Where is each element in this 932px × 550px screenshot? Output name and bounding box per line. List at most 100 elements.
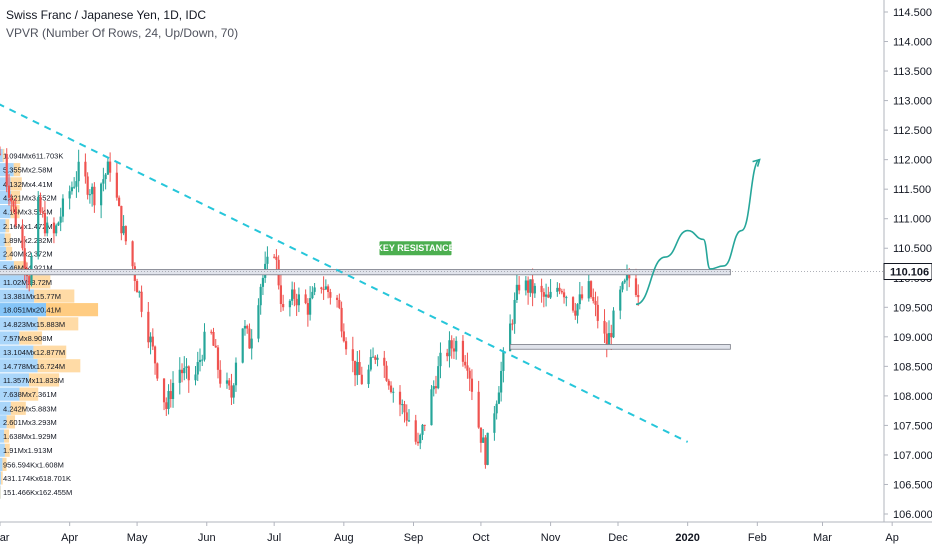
candle-body (621, 282, 624, 290)
candle-body (169, 391, 172, 400)
candle-body (212, 331, 215, 346)
candle-body (259, 286, 262, 306)
candle-body (542, 292, 545, 297)
candle-body (371, 356, 375, 358)
y-tick-label: 107.500 (893, 420, 932, 432)
candle-body (414, 420, 417, 442)
candle-body (385, 365, 388, 381)
candle-body (486, 432, 489, 465)
candle-body (342, 331, 345, 342)
volume-profile-up-bar (0, 219, 6, 233)
candle-body (282, 304, 285, 308)
candle-body (61, 198, 65, 217)
candle-body (383, 357, 386, 366)
candles (0, 146, 640, 469)
candle-body (322, 288, 325, 290)
candle-body (185, 366, 188, 369)
candle-body (540, 285, 543, 293)
candle-body (187, 366, 190, 381)
volume-profile-down-bar (11, 190, 21, 205)
candle-body (482, 437, 485, 443)
volume-profile-label: 4.15Mx3.514M (3, 208, 53, 217)
volume-profile-down-bar (4, 233, 11, 247)
candle-body (10, 197, 13, 202)
y-tick-label: 113.000 (893, 96, 932, 108)
candle-body (293, 289, 296, 299)
candle-body (398, 391, 402, 405)
volume-profile-up-bar (0, 373, 29, 387)
candle-body (628, 275, 631, 279)
candle-body (162, 378, 166, 403)
candle-body (515, 284, 518, 300)
x-tick-label: Ap (885, 532, 898, 544)
candle-body (167, 391, 170, 409)
candle-body (576, 304, 579, 316)
y-tick-label: 111.500 (893, 184, 931, 196)
volume-profile: 1.094Mx611.703K 5.355Mx2.58M 4.132Mx4.41M 4… (0, 148, 99, 499)
candle-body (171, 382, 175, 400)
candle-body (210, 331, 213, 333)
candle-body (149, 336, 152, 343)
candle-body (306, 303, 309, 315)
x-tick-label: Feb (748, 532, 767, 544)
volume-profile-label: 11.357Mx11.833M (3, 376, 64, 385)
candle-body (589, 281, 593, 298)
candle-body (419, 434, 422, 444)
x-tick-label: Oct (472, 532, 489, 544)
volume-profile-up-bar (0, 177, 11, 191)
volume-profile-down-bar (19, 387, 39, 401)
volume-profile-down-bar (10, 177, 22, 191)
candle-body (86, 176, 89, 195)
volume-profile-up-bar (0, 148, 3, 163)
candle-body (387, 380, 390, 386)
candle-body (266, 256, 269, 264)
candle-body (477, 391, 480, 428)
volume-profile-label: 7.638Mx7.361M (3, 390, 57, 399)
volume-profile-up-bar (0, 471, 2, 485)
volume-profile-label: 14.823Mx15.883M (3, 320, 65, 329)
candle-body (484, 437, 487, 465)
candle-body (574, 310, 577, 316)
candle-body (502, 351, 505, 371)
candle-body (151, 336, 154, 347)
candle-body (358, 362, 361, 375)
candle-body (295, 298, 298, 306)
candle-body (59, 216, 62, 223)
volume-profile-up-bar (0, 331, 20, 345)
candle-body (41, 211, 44, 214)
candle-body (102, 179, 105, 184)
volume-profile-down-bar (37, 359, 81, 373)
candle-body (320, 287, 323, 289)
y-tick-label: 106.500 (893, 479, 932, 491)
volume-profile-label: 2.601Mx3.293M (3, 418, 57, 427)
candle-body (448, 340, 451, 357)
candle-body (203, 331, 206, 360)
candle-body (405, 412, 408, 421)
volume-profile-label: 7.57Mx8.908M (3, 334, 53, 343)
candle-body (403, 404, 406, 413)
candle-body (369, 357, 372, 370)
candle-body (511, 323, 514, 325)
volume-profile-up-bar (0, 345, 34, 359)
volume-profile-up-bar (0, 415, 7, 429)
candle-body (437, 366, 440, 389)
candle-body (23, 248, 26, 269)
x-tick-label: Mar (813, 532, 832, 544)
candle-body (304, 294, 307, 304)
candle-body (291, 289, 294, 301)
candle-body (28, 276, 31, 285)
candle-body (230, 385, 233, 398)
candle-body (544, 294, 548, 297)
candle-body (470, 378, 474, 392)
candle-body (455, 340, 458, 352)
candle-body (84, 161, 87, 177)
candle-body (509, 323, 512, 352)
candle-body (479, 427, 483, 443)
candle-body (228, 380, 231, 386)
candle-body (432, 386, 435, 390)
y-tick-label: 108.000 (893, 391, 932, 403)
candle-body (495, 403, 498, 414)
candle-body (261, 277, 265, 287)
candle-body (52, 222, 56, 234)
